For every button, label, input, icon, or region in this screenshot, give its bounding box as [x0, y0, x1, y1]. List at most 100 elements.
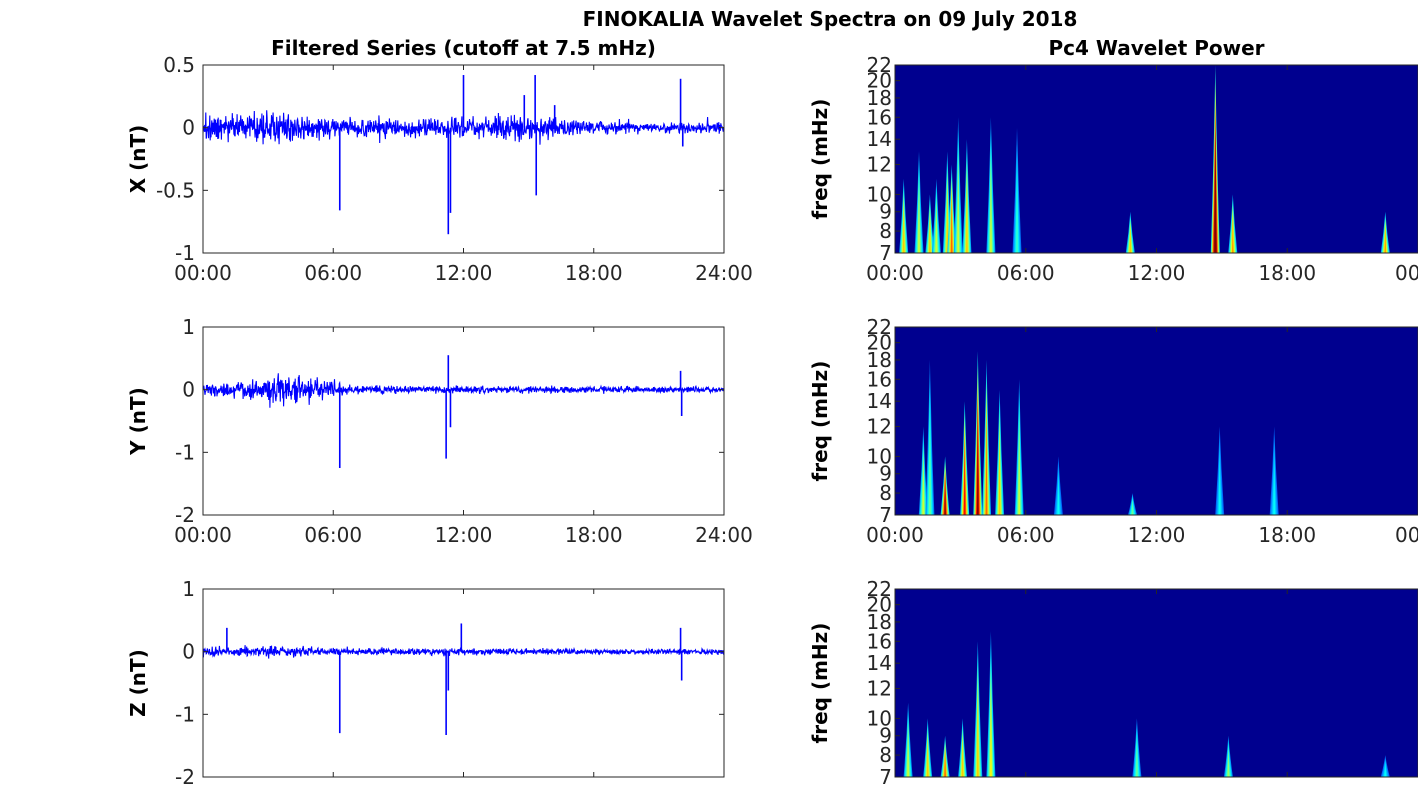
y-tick-label-3: 10	[867, 182, 892, 206]
wavelet-streak	[1057, 476, 1060, 515]
y-tick-label-2: 0	[182, 640, 195, 664]
y-tick-label-4: 14	[867, 389, 892, 413]
x-tick-label-1: 24:00	[695, 523, 753, 547]
y-tick-label-4: 20	[867, 331, 892, 355]
wavelet-streak	[929, 414, 931, 515]
line-panel-z: 1 0 -1 -2 Z (nT)	[126, 577, 725, 788]
y-tick-label-5: 12	[867, 677, 892, 701]
wavelet-streaks	[903, 631, 1390, 777]
wavelet-streak	[1214, 130, 1217, 253]
x-tick-label-4: 00	[1395, 523, 1418, 547]
y-tick-label-5: 22	[867, 577, 892, 601]
wavelet-streak	[985, 414, 988, 515]
wavelet-streak	[1384, 762, 1387, 777]
wavelet-streak	[926, 738, 929, 777]
wavelet-streak	[1227, 750, 1230, 777]
line-panel-x: 0.5 0 -0.5 -100:00 06:00 12:00 18:00 24:00 Filte…	[126, 36, 753, 285]
y-axis-label-0: X (nT)	[126, 125, 150, 194]
y-tick-label-5: 16	[867, 629, 892, 653]
wavelet-streaks	[918, 351, 1279, 515]
wavelet-streak	[976, 688, 979, 777]
series-line	[202, 110, 725, 145]
y-tick-label-4: 7	[879, 503, 892, 527]
x-tick-label-3: 00	[1395, 261, 1418, 285]
x-tick-label-0: 00:00	[174, 261, 232, 285]
y-tick-label-5: 9	[879, 724, 892, 748]
y-tick-label-2: -1	[175, 702, 195, 726]
y-tick-label-4: 16	[867, 367, 892, 391]
series-line	[202, 373, 725, 408]
x-tick-label-3: 12:00	[1128, 261, 1186, 285]
y-tick-label-4: 12	[867, 415, 892, 439]
y-tick-label-3: 16	[867, 105, 892, 129]
y-tick-label-2: 1	[182, 577, 195, 601]
y-tick-label-1: -1	[175, 440, 195, 464]
panel-title-3: Pc4 Wavelet Power	[1048, 36, 1264, 60]
line-panel-y: 1 0 -1 -200:00 06:00 12:00 18:00 24:00 Y (nT)	[126, 315, 753, 547]
wavelet-streak	[944, 750, 946, 777]
y-tick-label-0: 0.5	[163, 53, 195, 77]
x-tick-label-0: 06:00	[304, 261, 362, 285]
wavelet-streak	[1231, 214, 1234, 253]
y-axis-label-4: freq (mHz)	[808, 361, 832, 482]
figure-title: FINOKALIA Wavelet Spectra on 09 July 201…	[583, 7, 1078, 31]
wavelet-background	[895, 65, 1418, 253]
wavelet-background	[895, 589, 1418, 777]
y-tick-label-3: 22	[867, 53, 892, 77]
y-tick-label-3: 14	[867, 127, 892, 151]
y-tick-label-2: -2	[175, 765, 195, 788]
x-tick-label-4: 00:00	[866, 523, 924, 547]
y-tick-label-4: 22	[867, 315, 892, 339]
y-tick-label-4: 9	[879, 462, 892, 486]
y-tick-label-1: -2	[175, 503, 195, 527]
y-tick-label-1: 0	[182, 378, 195, 402]
y-tick-label-3: 20	[867, 69, 892, 93]
wavelet-streak	[946, 186, 949, 253]
y-tick-label-1: 1	[182, 315, 195, 339]
y-axis-label-2: Z (nT)	[126, 649, 150, 717]
y-tick-label-4: 10	[867, 444, 892, 468]
x-tick-label-1: 00:00	[174, 523, 232, 547]
x-tick-label-3: 06:00	[997, 261, 1055, 285]
y-tick-label-0: -0.5	[156, 178, 195, 202]
y-tick-label-5: 10	[867, 706, 892, 730]
plot-area	[203, 327, 724, 515]
x-tick-label-4: 18:00	[1258, 523, 1316, 547]
y-tick-label-0: -1	[175, 241, 195, 265]
y-tick-label-5: 8	[879, 743, 892, 767]
wavelet-streak	[966, 179, 968, 253]
x-tick-label-3: 00:00	[866, 261, 924, 285]
x-tick-label-1: 12:00	[435, 523, 493, 547]
wavelet-streak	[929, 214, 931, 253]
wavelet-streaks	[899, 65, 1390, 253]
series-line	[202, 645, 725, 659]
wavelet-streak	[1136, 738, 1138, 777]
y-tick-label-0: 0	[182, 116, 195, 140]
plot-area	[203, 589, 724, 777]
y-tick-label-3: 8	[879, 219, 892, 243]
x-tick-label-1: 18:00	[565, 523, 623, 547]
y-axis-label-5: freq (mHz)	[808, 623, 832, 744]
x-tick-label-0: 24:00	[695, 261, 753, 285]
wavelet-streak	[998, 433, 1001, 515]
wavelet-streak	[990, 164, 992, 253]
wavelet-streak	[922, 457, 925, 515]
wavelet-streak	[1218, 457, 1221, 515]
y-tick-label-3: 9	[879, 200, 892, 224]
wavelet-streak	[935, 204, 938, 253]
wavelet-streak	[1018, 426, 1021, 515]
y-tick-label-4: 18	[867, 348, 892, 372]
x-tick-label-1: 06:00	[304, 523, 362, 547]
x-tick-label-0: 18:00	[565, 261, 623, 285]
x-tick-label-4: 12:00	[1128, 523, 1186, 547]
wavelet-streak	[950, 195, 953, 253]
wavelet-streak	[1131, 500, 1134, 515]
y-tick-label-5: 7	[879, 765, 892, 788]
wavelet-streak	[1129, 226, 1132, 253]
wavelet-streak	[976, 408, 979, 515]
wavelet-streak	[990, 682, 992, 777]
x-tick-label-3: 18:00	[1258, 261, 1316, 285]
